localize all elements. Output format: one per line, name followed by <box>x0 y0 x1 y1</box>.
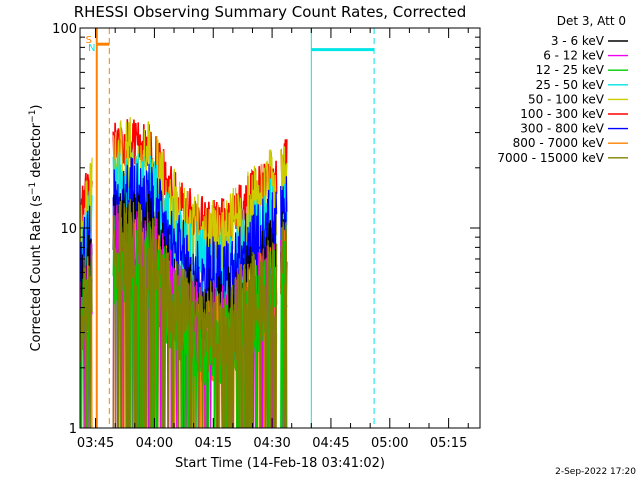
legend-title: Det 3, Att 0 <box>557 14 626 28</box>
x-tick-label: 05:00 <box>371 436 408 451</box>
y-axis-label-end: ) <box>29 104 44 109</box>
x-axis: 03:45 04:00 04:15 04:30 04:45 05:00 05:15 <box>77 28 469 451</box>
night-label-s: S <box>86 35 92 46</box>
legend-label-2: 12 - 25 keV <box>536 63 605 77</box>
legend-label-4: 50 - 100 keV <box>528 92 605 106</box>
legend-label-5: 100 - 300 keV <box>520 107 604 121</box>
y-axis-label: Corrected Count Rate (s−1 detector−1) <box>28 104 44 351</box>
legend-label-7: 800 - 7000 keV <box>513 136 605 150</box>
chart-title: RHESSI Observing Summary Count Rates, Co… <box>74 3 467 21</box>
series-layer <box>80 116 288 428</box>
y-axis: 1 10 100 <box>52 22 480 437</box>
y-axis-label-mid: detector <box>29 122 44 182</box>
legend-label-3: 25 - 50 keV <box>536 78 605 92</box>
y-axis-label-main: Corrected Count Rate (s <box>29 195 44 352</box>
x-tick-label: 03:45 <box>77 436 114 451</box>
legend-label-0: 3 - 6 keV <box>551 34 605 48</box>
x-tick-label: 04:30 <box>253 436 290 451</box>
x-axis-label: Start Time (14-Feb-18 03:41:02) <box>175 456 385 471</box>
x-tick-label: 04:45 <box>312 436 349 451</box>
x-tick-label: 05:15 <box>430 436 467 451</box>
y-axis-label-sup2: −1 <box>28 110 38 123</box>
y-axis-label-sup1: −1 <box>28 182 38 195</box>
night-label-n: N <box>88 43 95 54</box>
legend-label-6: 300 - 800 keV <box>520 122 604 136</box>
marker-layer: SN <box>86 28 375 428</box>
legend-label-8: 7000 - 15000 keV <box>497 151 604 165</box>
y-tick-label: 10 <box>60 222 77 237</box>
y-tick-label: 100 <box>52 22 77 37</box>
x-tick-label: 04:00 <box>136 436 173 451</box>
timestamp: 2-Sep-2022 17:20 <box>555 467 636 477</box>
y-tick-label: 1 <box>69 422 77 437</box>
series-line-8 <box>80 198 288 428</box>
plot-area: SN <box>79 27 481 429</box>
x-tick-label: 04:15 <box>195 436 232 451</box>
legend-label-1: 6 - 12 keV <box>543 49 605 63</box>
